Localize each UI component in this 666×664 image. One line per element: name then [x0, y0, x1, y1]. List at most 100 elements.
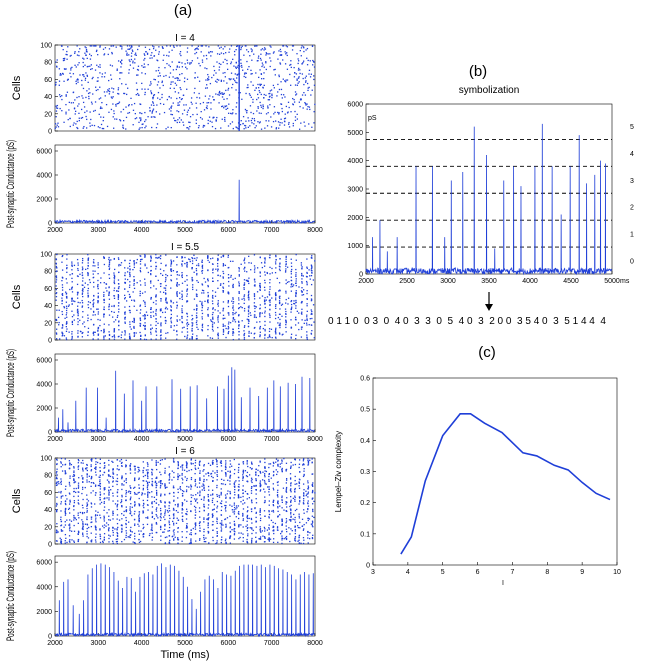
- spike-dot: [191, 338, 193, 340]
- spike-dot: [157, 75, 159, 77]
- spike-dot: [185, 508, 188, 510]
- spike-dot: [209, 120, 211, 122]
- spike-dot: [242, 479, 244, 481]
- spike-dot: [186, 334, 189, 336]
- spike-dot: [95, 517, 97, 519]
- y-tick-label: 6000: [36, 358, 52, 365]
- spike-dot: [213, 116, 215, 119]
- spike-dot: [78, 531, 80, 533]
- spike-dot: [253, 278, 256, 280]
- spike-dot: [264, 530, 266, 532]
- spike-dot: [165, 298, 167, 300]
- spike-dot: [183, 469, 186, 471]
- spike-dot: [274, 261, 277, 263]
- spike-dot: [229, 477, 231, 479]
- spike-dot: [261, 312, 263, 314]
- spike-dot: [198, 265, 200, 267]
- spike-dot: [147, 469, 149, 471]
- spike-dot: [181, 311, 184, 314]
- spike-dot: [173, 495, 175, 497]
- spike-dot: [273, 51, 275, 53]
- y-tick-label: 0: [48, 338, 52, 345]
- spike-dot: [230, 62, 232, 65]
- spike-dot: [220, 462, 222, 465]
- spike-dot: [218, 496, 221, 498]
- spike-dot: [199, 516, 201, 518]
- spike-dot: [69, 55, 71, 57]
- spike-dot: [221, 92, 223, 94]
- spike-dot: [216, 542, 218, 544]
- spike-dot: [99, 458, 102, 460]
- spike-dot: [129, 491, 132, 493]
- spike-dot: [266, 125, 269, 127]
- spike-dot: [129, 492, 132, 495]
- spike-dot: [247, 506, 249, 508]
- spike-dot: [243, 334, 245, 337]
- spike-dot: [201, 269, 204, 272]
- spike-dot: [289, 533, 291, 535]
- spike-dot: [268, 330, 271, 333]
- spike-dot: [57, 531, 59, 533]
- spike-dot: [212, 508, 214, 511]
- spike-dot: [285, 256, 287, 258]
- spike-dot: [194, 77, 196, 79]
- spike-dot: [138, 511, 140, 513]
- spike-dot: [99, 66, 101, 68]
- spike-dot: [190, 463, 193, 465]
- spike-dot: [60, 480, 63, 482]
- spike-dot: [198, 539, 201, 541]
- spike-dot: [91, 77, 93, 80]
- spike-dot: [248, 307, 250, 309]
- spike-dot: [112, 96, 114, 98]
- spike-dot: [56, 328, 58, 330]
- spike-dot: [268, 517, 270, 519]
- spike-dot: [99, 499, 101, 501]
- spike-dot: [125, 491, 128, 494]
- spike-dot: [151, 116, 153, 118]
- spike-dot: [282, 487, 285, 489]
- spike-dot: [93, 262, 95, 264]
- spike-dot: [290, 303, 293, 306]
- spike-dot: [238, 466, 240, 469]
- spike-dot: [73, 519, 75, 521]
- spike-dot: [230, 61, 233, 63]
- spike-dot: [201, 304, 204, 307]
- spike-dot: [289, 478, 292, 480]
- spike-dot: [68, 507, 71, 509]
- spike-dot: [136, 88, 138, 91]
- spike-dot: [116, 480, 119, 483]
- spike-dot: [238, 291, 240, 293]
- spike-dot: [94, 526, 97, 529]
- spike-dot: [120, 501, 122, 504]
- spike-dot: [275, 314, 277, 316]
- spike-dot: [56, 481, 58, 483]
- spike-dot: [257, 60, 259, 62]
- spike-dot: [263, 47, 266, 49]
- spike-dot: [118, 329, 120, 331]
- spike-dot: [143, 467, 145, 469]
- spike-dot: [306, 334, 308, 336]
- spike-dot: [222, 524, 224, 526]
- spike-dot: [69, 499, 71, 501]
- spike-dot: [151, 474, 153, 476]
- spike-dot: [65, 330, 68, 333]
- spike-dot: [86, 110, 88, 112]
- spike-dot: [281, 110, 284, 113]
- spike-dot: [147, 488, 149, 491]
- spike-dot: [227, 274, 230, 276]
- spike-dot: [198, 482, 201, 484]
- spike-dot: [127, 87, 129, 89]
- spike-dot: [168, 542, 171, 545]
- spike-dot: [218, 79, 220, 81]
- spike-dot: [155, 254, 157, 256]
- spike-dot: [249, 55, 251, 57]
- spike-dot: [61, 332, 63, 334]
- spike-dot: [60, 510, 62, 512]
- spike-dot: [55, 529, 58, 531]
- spike-dot: [185, 479, 188, 482]
- spike-dot: [97, 334, 99, 336]
- spike-dot: [73, 514, 75, 517]
- spike-dot: [119, 120, 122, 122]
- spike-dot: [97, 266, 99, 269]
- spike-dot: [66, 266, 68, 269]
